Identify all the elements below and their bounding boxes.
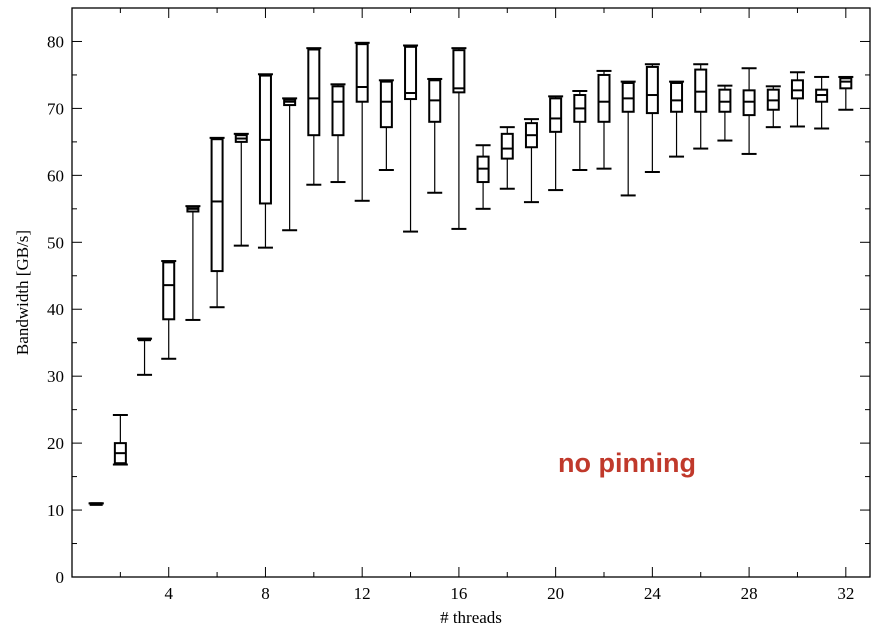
x-tick-label: 20 [547, 584, 564, 603]
box-threads-19 [524, 119, 539, 202]
box-threads-4 [161, 261, 176, 359]
box-threads-5 [185, 206, 200, 320]
box-threads-16 [451, 48, 466, 229]
no-pinning-annotation: no pinning [558, 448, 696, 478]
y-tick-label: 50 [47, 233, 64, 252]
box-iqr [357, 44, 368, 102]
y-tick-label: 30 [47, 367, 64, 386]
x-tick-label: 4 [164, 584, 173, 603]
box-iqr [671, 83, 682, 112]
box-threads-17 [476, 145, 491, 209]
y-axis-title: Bandwidth [GB/s] [13, 230, 32, 355]
box-threads-3 [137, 339, 152, 375]
y-tick-label: 80 [47, 32, 64, 51]
box-threads-8 [258, 74, 273, 247]
box-iqr [719, 90, 730, 112]
box-threads-18 [500, 127, 515, 189]
box-threads-11 [331, 84, 346, 182]
box-threads-10 [306, 48, 321, 185]
box-iqr [647, 67, 658, 113]
y-tick-label: 0 [56, 568, 65, 587]
box-iqr [502, 134, 513, 159]
box-threads-1 [89, 503, 104, 505]
y-tick-label: 70 [47, 99, 64, 118]
box-threads-23 [621, 82, 636, 196]
y-tick-label: 60 [47, 166, 64, 185]
x-tick-label: 16 [450, 584, 467, 603]
box-threads-30 [790, 72, 805, 126]
box-threads-22 [597, 71, 612, 169]
box-threads-12 [355, 43, 370, 201]
box-threads-7 [234, 134, 249, 246]
box-threads-29 [766, 86, 781, 127]
y-tick-label: 10 [47, 501, 64, 520]
x-axis-title: # threads [440, 608, 502, 627]
boxes-layer [89, 43, 854, 505]
box-iqr [308, 50, 319, 136]
x-tick-label: 24 [644, 584, 662, 603]
box-threads-14 [403, 45, 418, 231]
x-tick-label: 12 [354, 584, 371, 603]
box-iqr [599, 75, 610, 122]
box-iqr [163, 262, 174, 319]
box-threads-2 [113, 415, 128, 465]
box-threads-31 [814, 77, 829, 129]
box-threads-32 [838, 77, 853, 110]
box-threads-25 [669, 82, 684, 157]
box-threads-21 [572, 91, 587, 170]
box-iqr [792, 80, 803, 98]
box-threads-13 [379, 80, 394, 170]
x-tick-label: 8 [261, 584, 270, 603]
box-iqr [550, 98, 561, 131]
box-iqr [405, 47, 416, 99]
box-threads-6 [210, 138, 225, 307]
box-iqr [333, 86, 344, 135]
box-threads-27 [717, 86, 732, 141]
box-iqr [381, 82, 392, 128]
box-threads-9 [282, 98, 297, 230]
x-tick-label: 28 [741, 584, 758, 603]
box-threads-26 [693, 64, 708, 148]
box-iqr [212, 139, 223, 271]
box-threads-20 [548, 96, 563, 190]
box-iqr [695, 70, 706, 112]
box-iqr [623, 83, 634, 112]
box-threads-15 [427, 79, 442, 193]
x-tick-label: 32 [837, 584, 854, 603]
box-iqr [744, 90, 755, 115]
y-tick-label: 20 [47, 434, 64, 453]
y-tick-label: 40 [47, 300, 64, 319]
box-iqr [453, 50, 464, 92]
box-iqr [840, 78, 851, 88]
box-threads-28 [742, 68, 757, 154]
box-threads-24 [645, 64, 660, 172]
